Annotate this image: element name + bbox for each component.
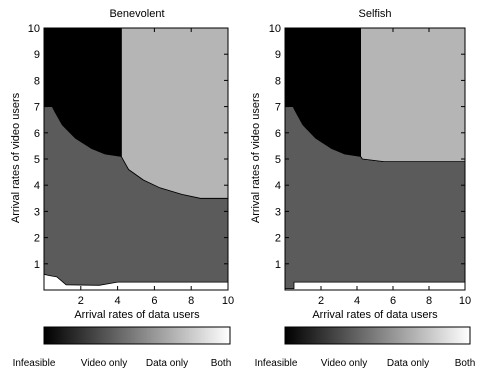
x-tick-label: 2 [318,295,324,307]
y-tick-label: 4 [275,180,281,192]
x-tick-label: 10 [459,295,471,307]
colorbar-gradient [284,326,471,345]
region-data-only [360,27,466,163]
y-tick-label: 3 [275,206,281,218]
region-infeasible [284,27,362,157]
y-tick-label: 10 [269,23,281,35]
y-tick-label: 5 [34,154,40,166]
y-tick-label: 4 [34,180,40,192]
y-tick-label: 8 [34,75,40,87]
y-tick-label: 3 [34,206,40,218]
colorbar-gradient [43,326,231,345]
colorbar: Infeasible Video only Data only Both [13,326,232,369]
region-data-only [120,27,229,199]
colorbar-label: Video only [321,358,368,369]
y-tick-label: 10 [28,23,40,35]
y-tick-label: 9 [275,49,281,61]
chart-title: Benevolent [109,8,164,20]
y-tick-label: 1 [275,259,281,271]
y-tick-label: 7 [275,102,281,114]
colorbar: Infeasible Video only Data only Both [255,326,476,369]
x-tick-label: 6 [151,295,157,307]
y-axis-label: Arrival rates of video users [250,92,262,223]
y-axis-label: Arrival rates of video users [10,92,22,223]
x-tick-label: 8 [426,295,432,307]
colorbar-label: Data only [387,358,429,369]
y-tick-label: 6 [34,128,40,140]
x-tick-label: 6 [390,295,396,307]
y-tick-label: 2 [275,233,281,245]
x-tick-label: 2 [78,295,84,307]
x-tick-label: 8 [188,295,194,307]
colorbar-label: Both [455,358,476,369]
colorbar-label: Video only [81,358,128,369]
colorbar-label: Infeasible [13,358,56,369]
y-tick-label: 1 [34,259,40,271]
y-tick-label: 2 [34,233,40,245]
x-tick-label: 10 [222,295,234,307]
x-tick-label: 4 [115,295,121,307]
x-tick-label: 4 [354,295,360,307]
colorbar-label: Data only [146,358,188,369]
x-axis-label: Arrival rates of data users [74,309,200,321]
colorbar-label: Both [211,358,232,369]
chart-title: Selfish [358,8,391,20]
y-tick-label: 7 [34,102,40,114]
y-tick-label: 6 [275,128,281,140]
x-axis-label: Arrival rates of data users [312,309,438,321]
region-infeasible [43,27,122,157]
y-tick-label: 5 [275,154,281,166]
colorbar-label: Infeasible [255,358,298,369]
y-tick-label: 9 [34,49,40,61]
y-tick-label: 8 [275,75,281,87]
